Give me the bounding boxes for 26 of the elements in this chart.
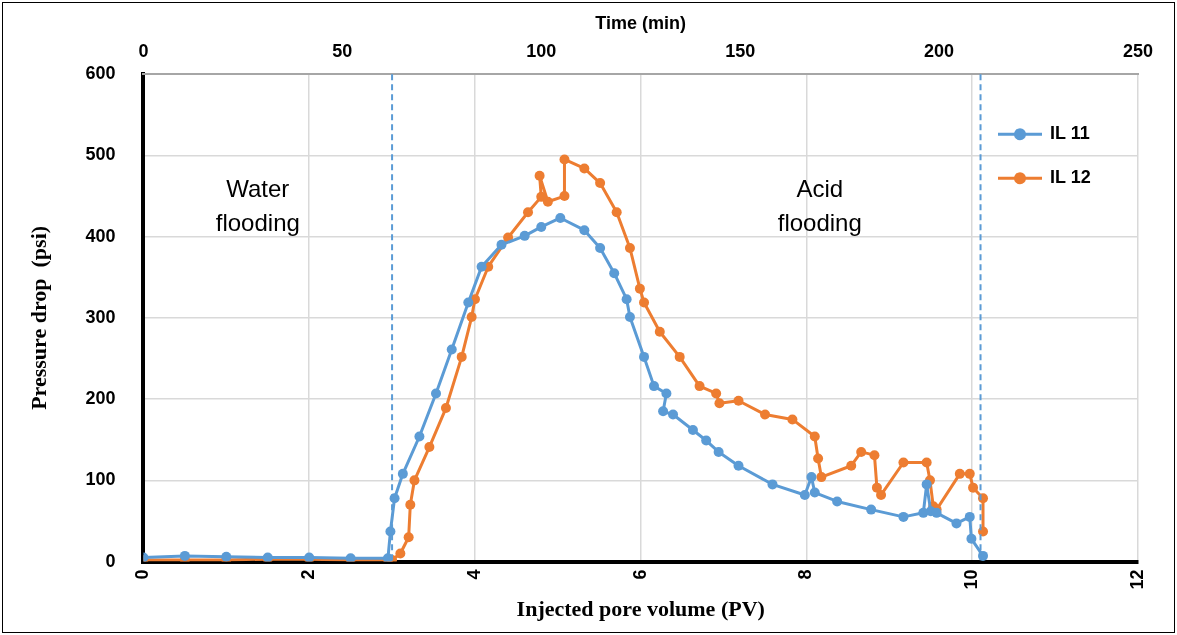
x-tick-label: 0 <box>132 569 153 580</box>
y-tick-label: 600 <box>85 63 116 84</box>
x-tick-label: 2 <box>298 569 319 580</box>
y-tick-label: 200 <box>85 388 116 409</box>
x-tick-label: 10 <box>961 569 982 590</box>
annotation: Water flooding <box>215 174 300 236</box>
x-tick-label: 6 <box>629 569 650 580</box>
x2-tick-label: 200 <box>924 41 955 62</box>
y-tick-label: 300 <box>85 306 116 327</box>
legend-label: IL 12 <box>1050 167 1091 188</box>
x-tick-label: 4 <box>463 569 484 580</box>
annotation: Acid flooding <box>777 174 862 236</box>
x-tick-label: 8 <box>795 569 816 580</box>
x-tick-label: 12 <box>1126 569 1147 590</box>
y-tick-label: 400 <box>85 225 116 246</box>
x-axis-title: Injected pore volume (PV) <box>516 596 765 622</box>
x2-tick-label: 150 <box>725 41 756 62</box>
y-tick-label: 100 <box>85 469 116 490</box>
x2-tick-label: 100 <box>526 41 557 62</box>
x2-tick-label: 250 <box>1122 41 1154 62</box>
legend-label: IL 11 <box>1050 123 1090 144</box>
y-tick-label: 500 <box>85 144 116 165</box>
y-axis-title: Pressure drop (psi) <box>25 225 51 410</box>
x2-axis-title: Time (min) <box>595 12 687 33</box>
x2-tick-label: 50 <box>332 41 353 62</box>
x2-tick-label: 0 <box>138 41 149 62</box>
